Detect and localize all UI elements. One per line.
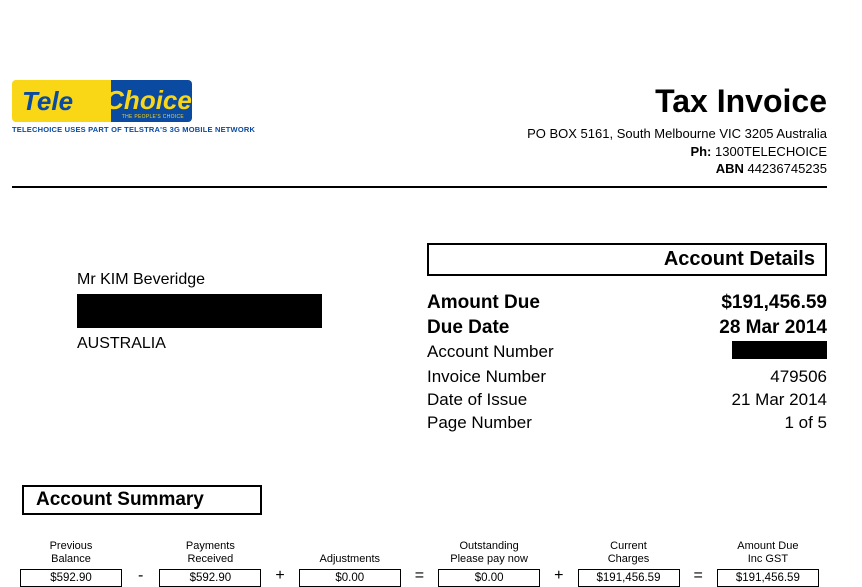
operator-minus: -	[134, 567, 148, 587]
phone-number: 1300TELECHOICE	[715, 144, 827, 159]
invoice-number-label: Invoice Number	[427, 366, 546, 389]
operator-equals: =	[412, 567, 426, 587]
company-address: PO BOX 5161, South Melbourne VIC 3205 Au…	[527, 125, 827, 143]
summary-amount-due-gst: Amount Due Inc GST $191,456.59	[717, 540, 819, 587]
summary-previous-balance: Previous Balance $592.90	[20, 540, 122, 587]
summary-value: $0.00	[299, 569, 401, 587]
date-issue-value: 21 Mar 2014	[732, 389, 827, 412]
summary-value: $592.90	[159, 569, 261, 587]
invoice-number-value: 479506	[770, 366, 827, 389]
account-summary-header: Account Summary	[22, 485, 262, 515]
redacted-account-number	[732, 341, 827, 359]
summary-value: $191,456.59	[717, 569, 819, 587]
summary-value: $191,456.59	[578, 569, 680, 587]
summary-label: Amount Due Inc GST	[737, 540, 798, 566]
due-date-label: Due Date	[427, 315, 509, 341]
account-row-account-number: Account Number	[427, 341, 827, 366]
invoice-header: Tele Choice THE PEOPLE'S CHOICE TELECHOI…	[12, 80, 827, 178]
abn-label: ABN	[716, 161, 748, 176]
company-abn: ABN 44236745235	[527, 160, 827, 178]
date-issue-label: Date of Issue	[427, 389, 527, 412]
amount-due-label: Amount Due	[427, 290, 540, 316]
summary-payments-received: Payments Received $592.90	[159, 540, 261, 587]
summary-current-charges: Current Charges $191,456.59	[578, 540, 680, 587]
logo-tagline: TELECHOICE USES PART OF TELSTRA'S 3G MOB…	[12, 125, 255, 134]
summary-label: Current Charges	[608, 540, 650, 566]
invoice-title: Tax Invoice	[527, 80, 827, 123]
summary-label: Adjustments	[319, 540, 380, 566]
invoice-meta: Tax Invoice PO BOX 5161, South Melbourne…	[527, 80, 827, 178]
account-details: Account Details Amount Due $191,456.59 D…	[427, 243, 827, 435]
account-row-amount-due: Amount Due $191,456.59	[427, 290, 827, 316]
logo-block: Tele Choice THE PEOPLE'S CHOICE TELECHOI…	[12, 80, 255, 134]
summary-value: $592.90	[20, 569, 122, 587]
recipient-country: AUSTRALIA	[77, 332, 322, 356]
due-date-value: 28 Mar 2014	[719, 315, 827, 341]
account-row-invoice-number: Invoice Number 479506	[427, 366, 827, 389]
redacted-address	[77, 294, 322, 328]
logo-right-text: Choice	[105, 89, 192, 112]
page-number-value: 1 of 5	[784, 412, 827, 435]
summary-outstanding: Outstanding Please pay now $0.00	[438, 540, 540, 587]
summary-row: Previous Balance $592.90 - Payments Rece…	[12, 540, 827, 587]
logo-right: Choice THE PEOPLE'S CHOICE	[111, 80, 192, 122]
summary-label: Previous Balance	[50, 540, 93, 566]
abn-number: 44236745235	[747, 161, 827, 176]
logo-left: Tele	[12, 80, 111, 122]
page-number-label: Page Number	[427, 412, 532, 435]
account-number-label: Account Number	[427, 341, 554, 366]
summary-adjustments: Adjustments $0.00	[299, 540, 401, 587]
phone-label: Ph:	[690, 144, 715, 159]
recipient-name: Mr KIM Beveridge	[77, 268, 322, 292]
header-divider	[12, 186, 827, 188]
operator-equals: =	[691, 567, 705, 587]
telechoice-logo: Tele Choice THE PEOPLE'S CHOICE	[12, 80, 192, 122]
summary-label: Outstanding Please pay now	[450, 540, 528, 566]
account-number-value	[732, 341, 827, 366]
account-row-due-date: Due Date 28 Mar 2014	[427, 315, 827, 341]
account-row-page-number: Page Number 1 of 5	[427, 412, 827, 435]
account-details-header: Account Details	[427, 243, 827, 276]
logo-subtitle: THE PEOPLE'S CHOICE	[122, 115, 184, 120]
summary-value: $0.00	[438, 569, 540, 587]
operator-plus: +	[552, 567, 566, 587]
amount-due-value: $191,456.59	[721, 290, 827, 316]
mid-section: Mr KIM Beveridge AUSTRALIA Account Detai…	[12, 243, 827, 435]
account-row-date-issue: Date of Issue 21 Mar 2014	[427, 389, 827, 412]
summary-label: Payments Received	[186, 540, 235, 566]
recipient-block: Mr KIM Beveridge AUSTRALIA	[12, 243, 322, 435]
operator-plus: +	[273, 567, 287, 587]
company-phone: Ph: 1300TELECHOICE	[527, 143, 827, 161]
